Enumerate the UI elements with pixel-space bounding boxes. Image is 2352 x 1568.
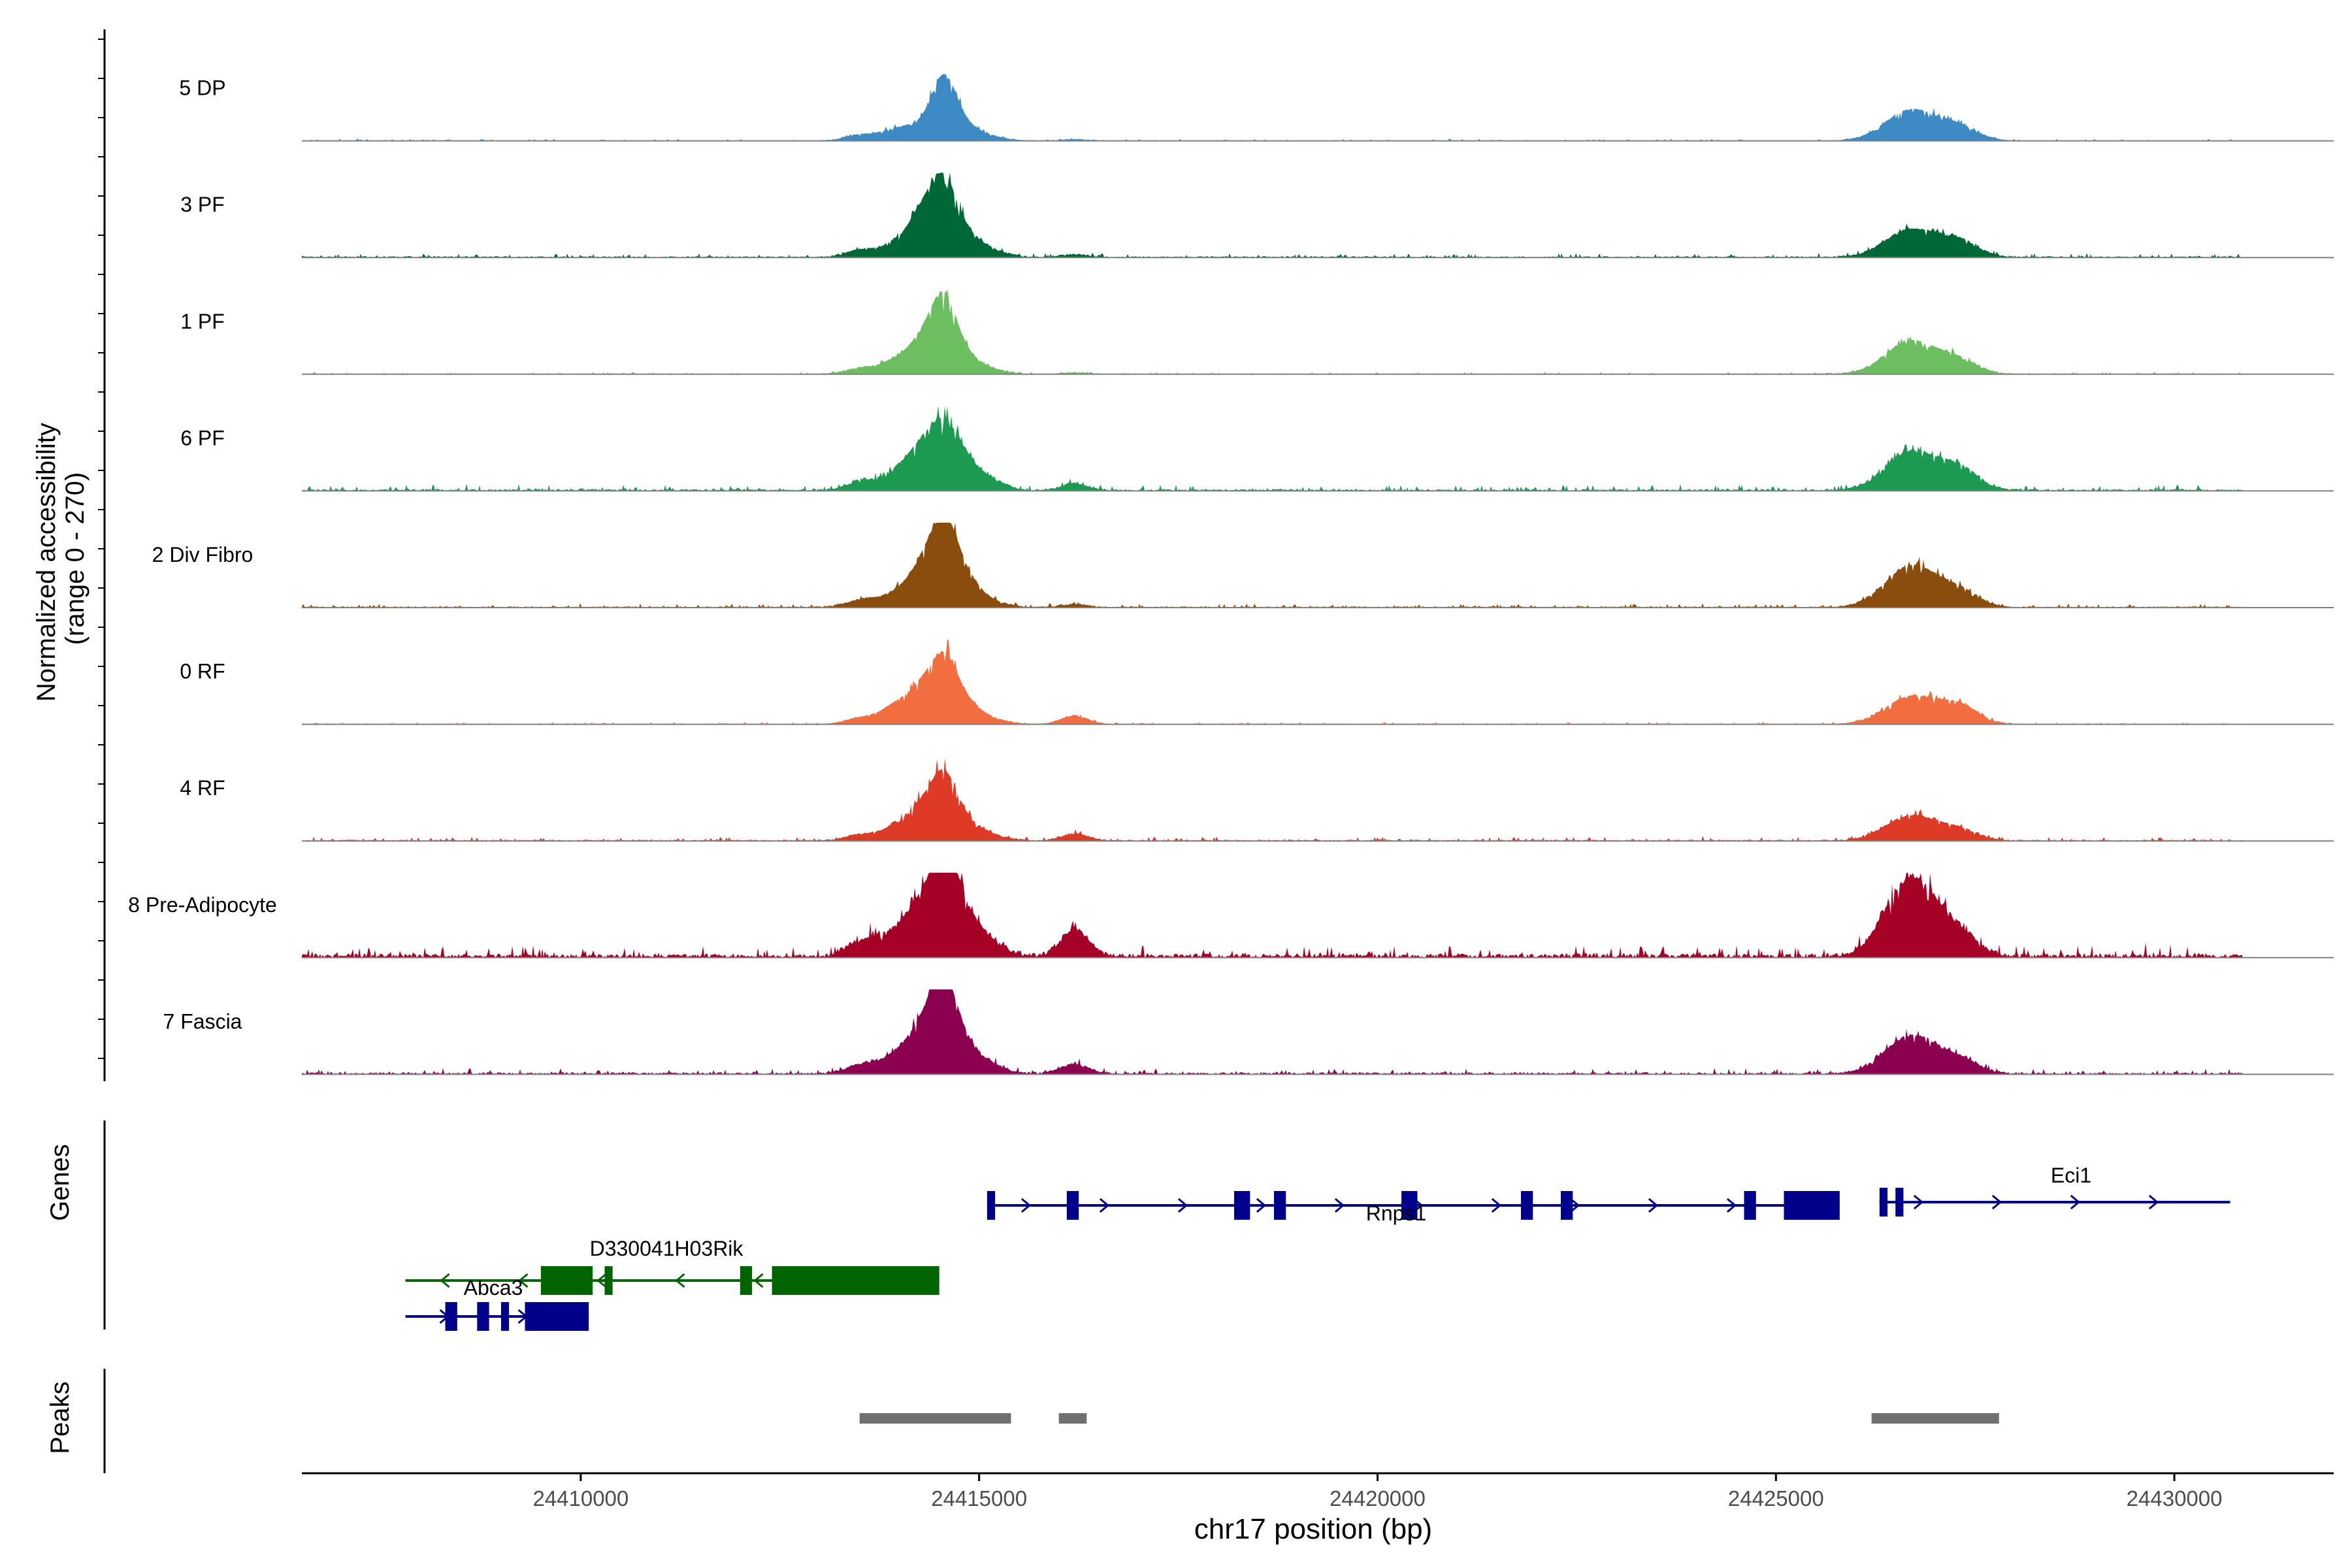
- gene-panel-label: Genes: [46, 1144, 74, 1221]
- track-area: [302, 289, 2242, 374]
- exon: [540, 1266, 593, 1295]
- exon: [1879, 1188, 1888, 1217]
- exon: [1273, 1191, 1286, 1220]
- track-5: 2 Div Fibro: [152, 523, 2334, 608]
- peak-region: [859, 1413, 1011, 1424]
- exon: [1521, 1191, 1533, 1220]
- track-2: 3 PF: [180, 172, 2334, 259]
- track-label: 5 DP: [179, 76, 225, 100]
- track-label: 2 Div Fibro: [152, 543, 253, 566]
- gene-rnps1: Rnps1: [987, 1191, 1840, 1225]
- exon: [1401, 1191, 1418, 1220]
- peak-panel: [103, 1369, 1999, 1473]
- track-area: [302, 172, 2242, 258]
- track-9: 7 Fascia: [163, 989, 2334, 1075]
- track-area: [302, 989, 2242, 1075]
- exon: [772, 1266, 939, 1295]
- gene-eci1: Eci1: [1879, 1164, 2230, 1217]
- track-label: 4 RF: [180, 776, 225, 800]
- x-axis-title: chr17 position (bp): [1194, 1513, 1432, 1545]
- track-4: 6 PF: [180, 406, 2334, 492]
- track-area: [302, 639, 2242, 725]
- gene-label: Eci1: [2051, 1164, 2091, 1187]
- gene-d330041h03rik: D330041H03Rik: [405, 1237, 939, 1295]
- gene-annotation-panel: Rnps1 Eci1 D330041H03Rik Abca3: [103, 1120, 2230, 1331]
- exon: [740, 1266, 753, 1295]
- track-7: 4 RF: [180, 758, 2334, 842]
- track-1: 5 DP: [179, 74, 2334, 142]
- exon: [604, 1266, 613, 1295]
- exon: [477, 1302, 489, 1331]
- track-area: [302, 523, 2242, 608]
- gene-label: Rnps1: [1366, 1201, 1427, 1225]
- exon: [500, 1302, 510, 1331]
- track-label: 1 PF: [180, 310, 225, 333]
- track-label: 8 Pre-Adipocyte: [128, 893, 277, 917]
- track-label: 3 PF: [180, 193, 225, 216]
- exon: [1233, 1191, 1250, 1220]
- exon: [1744, 1191, 1756, 1220]
- gene-abca3: Abca3: [405, 1276, 589, 1331]
- x-tick-label: 24410000: [532, 1486, 629, 1511]
- track-area: [302, 872, 2242, 958]
- exon: [445, 1302, 457, 1331]
- track-area: [302, 74, 2242, 141]
- coverage-tracks: 5 DP 3 PF 1 PF 6 PF 2 Div Fibro 0 RF 4 RF 8 Pre…: [98, 29, 2334, 1081]
- exon: [1560, 1191, 1573, 1220]
- peak-panel-label: Peaks: [46, 1381, 74, 1454]
- x-tick-label: 24415000: [931, 1486, 1027, 1511]
- gene-label: D330041H03Rik: [590, 1237, 744, 1260]
- exon: [525, 1302, 589, 1331]
- x-tick-label: 24430000: [2127, 1486, 2223, 1511]
- y-axis-title-line1: Normalized accessibility: [32, 423, 61, 702]
- y-axis-title: Normalized accessibility (range 0 - 270): [32, 416, 90, 702]
- exon: [1784, 1191, 1840, 1220]
- peak-region: [1058, 1413, 1087, 1424]
- track-6: 0 RF: [180, 639, 2334, 725]
- track-label: 7 Fascia: [163, 1009, 242, 1033]
- exon: [1895, 1188, 1904, 1217]
- track-label: 6 PF: [180, 426, 225, 449]
- track-label: 0 RF: [180, 660, 225, 683]
- peak-region: [1871, 1413, 1999, 1424]
- track-area: [302, 758, 2242, 841]
- track-area: [302, 406, 2242, 491]
- x-axis: 24410000 24415000 24420000 24425000 24430000: [302, 1472, 2334, 1511]
- track-8: 8 Pre-Adipocyte: [128, 872, 2334, 958]
- exon: [1066, 1191, 1079, 1220]
- x-tick-label: 24420000: [1330, 1486, 1426, 1511]
- gene-label: Abca3: [464, 1276, 523, 1299]
- x-tick-label: 24425000: [1728, 1486, 1824, 1511]
- y-axis-title-line2: (range 0 - 270): [61, 472, 90, 645]
- track-3: 1 PF: [180, 289, 2334, 375]
- exon: [987, 1191, 996, 1220]
